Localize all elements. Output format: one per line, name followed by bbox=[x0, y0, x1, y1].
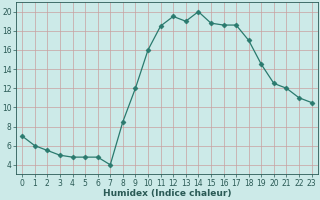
X-axis label: Humidex (Indice chaleur): Humidex (Indice chaleur) bbox=[103, 189, 231, 198]
